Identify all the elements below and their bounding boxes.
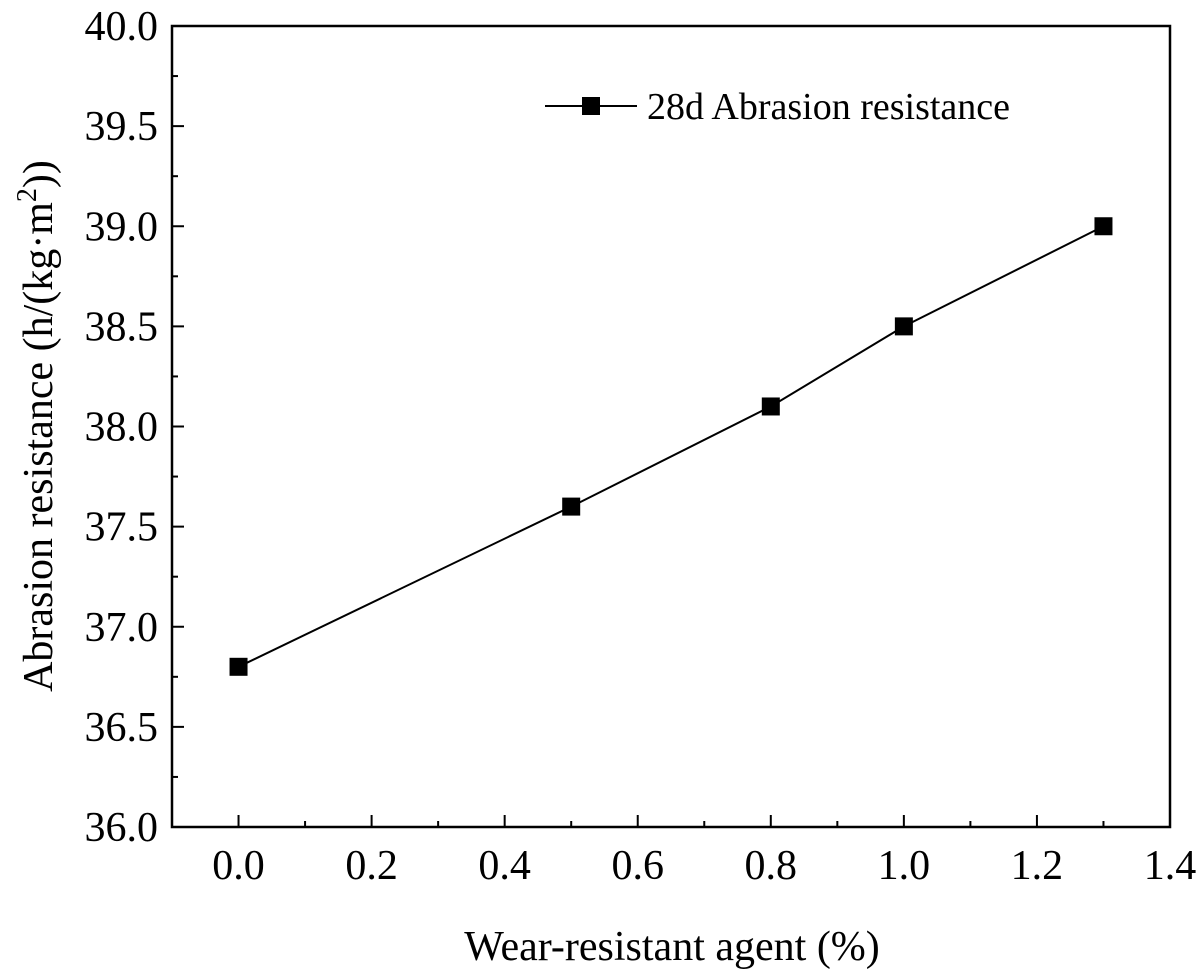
y-tick-label: 39.0 bbox=[85, 204, 159, 250]
x-tick-label: 1.4 bbox=[1144, 843, 1197, 889]
legend: 28d Abrasion resistance bbox=[545, 86, 1010, 128]
y-tick-label: 38.5 bbox=[85, 304, 159, 350]
data-point-marker bbox=[761, 397, 780, 416]
y-tick-label: 36.5 bbox=[85, 705, 159, 751]
x-axis-title: Wear-resistant agent (%) bbox=[464, 924, 880, 970]
data-point-marker bbox=[562, 497, 581, 516]
data-point-marker bbox=[1094, 217, 1113, 236]
data-point-marker bbox=[229, 657, 248, 676]
x-tick-label: 0.8 bbox=[745, 843, 798, 889]
x-tick-label: 1.2 bbox=[1011, 843, 1064, 889]
y-tick-label: 37.5 bbox=[85, 505, 159, 551]
y-axis-title-main: Abrasion resistance (h/(kg·m bbox=[16, 202, 62, 692]
y-tick-label: 36.0 bbox=[85, 805, 159, 851]
x-tick-label: 0.4 bbox=[478, 843, 531, 889]
x-tick-label: 0.2 bbox=[345, 843, 398, 889]
legend-label: 28d Abrasion resistance bbox=[647, 86, 1010, 128]
y-tick-label: 40.0 bbox=[85, 4, 159, 50]
x-tick-label: 0.0 bbox=[212, 843, 265, 889]
y-tick-label: 39.5 bbox=[85, 104, 159, 150]
y-axis-title-superscript: 2 bbox=[12, 188, 43, 202]
y-tick-label: 38.0 bbox=[85, 405, 159, 451]
data-point-marker bbox=[894, 317, 913, 336]
y-tick-label: 37.0 bbox=[85, 605, 159, 651]
y-axis-title-end: )) bbox=[16, 160, 62, 188]
y-axis-title: Abrasion resistance (h/(kg·m2)) bbox=[12, 160, 62, 692]
x-tick-label: 1.0 bbox=[878, 843, 931, 889]
legend-marker-square bbox=[582, 97, 600, 115]
x-tick-label: 0.6 bbox=[611, 843, 664, 889]
